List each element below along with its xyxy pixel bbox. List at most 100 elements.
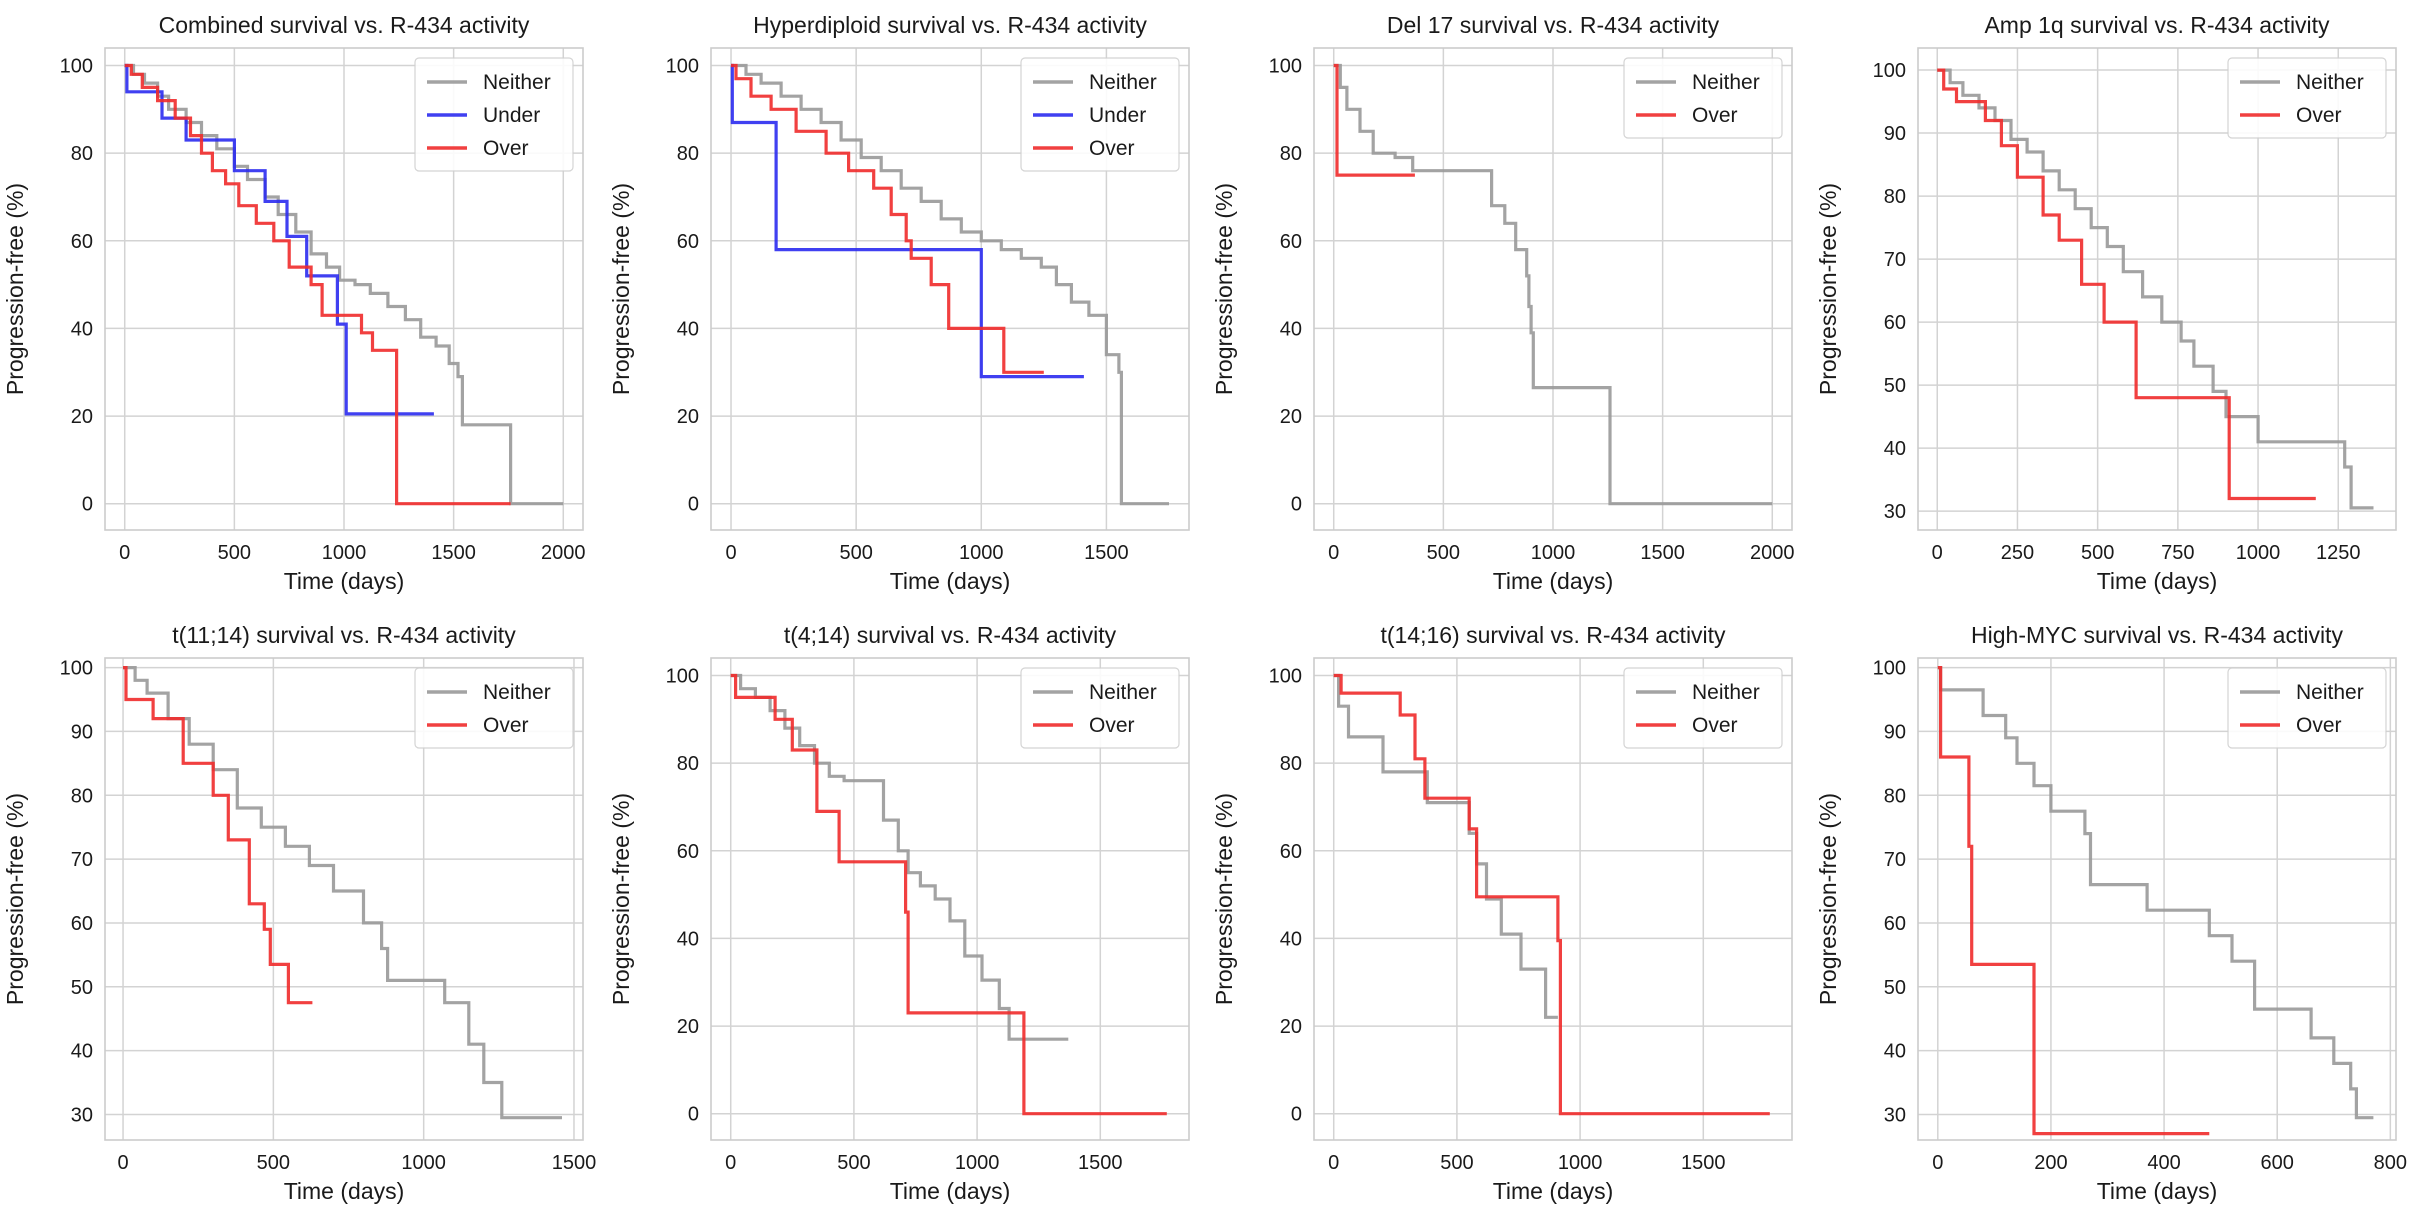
series-line-over [1937, 666, 2210, 1136]
x-tick-label: 1250 [2316, 542, 2361, 564]
y-tick-label: 70 [71, 849, 93, 871]
chart-title: t(11;14) survival vs. R-434 activity [172, 622, 516, 648]
y-tick-label: 100 [666, 666, 699, 688]
legend-label: Neither [1089, 681, 1157, 704]
series-line-over [730, 673, 1167, 1116]
y-axis-label: Progression-free (%) [1815, 183, 1841, 395]
x-tick-label: 2000 [1750, 542, 1795, 564]
y-tick-label: 100 [666, 56, 699, 78]
y-axis-label: Progression-free (%) [2, 183, 28, 395]
series-line-over [123, 666, 313, 1005]
plot-frame [710, 657, 1190, 1141]
y-tick-label: 90 [1884, 721, 1906, 743]
chart-title: t(4;14) survival vs. R-434 activity [784, 622, 1117, 648]
series-line-neither [1937, 68, 2374, 510]
y-tick-label: 80 [1884, 785, 1906, 807]
x-tick-label: 0 [1932, 542, 1943, 564]
y-tick-label: 80 [677, 143, 699, 165]
y-tick-label: 80 [71, 143, 93, 165]
chart-panel-6: 0 500 1000 1500 0 20 40 60 80 100 t(4;14) survival… [608, 622, 1190, 1204]
x-tick-label: 500 [257, 1152, 290, 1174]
legend-label: Under [1089, 104, 1146, 127]
x-tick-label: 1000 [955, 1152, 1000, 1174]
y-tick-label: 60 [1884, 312, 1906, 334]
series-line-under [730, 63, 1084, 379]
series-line-over [1333, 63, 1415, 177]
series-line-over [1333, 673, 1770, 1116]
y-tick-label: 90 [1884, 123, 1906, 145]
x-tick-label: 250 [2001, 542, 2034, 564]
x-tick-label: 1500 [1084, 542, 1129, 564]
y-tick-label: 0 [1291, 494, 1302, 516]
legend-box [2227, 667, 2387, 749]
y-tick-label: 50 [71, 977, 93, 999]
y-tick-label: 40 [71, 1041, 93, 1063]
x-axis-label: Time (days) [890, 1178, 1011, 1204]
x-tick-label: 1000 [2236, 542, 2281, 564]
y-tick-label: 60 [677, 231, 699, 253]
x-tick-label: 1000 [401, 1152, 446, 1174]
series-line-neither [1333, 673, 1558, 1019]
x-tick-label: 1500 [1681, 1152, 1726, 1174]
chart-panel-2: 0 500 1000 1500 0 20 40 60 80 100 Hyperdiploid sur… [608, 12, 1190, 594]
chart-title: Del 17 survival vs. R-434 activity [1387, 12, 1720, 38]
y-tick-label: 50 [1884, 375, 1906, 397]
x-tick-label: 0 [1932, 1152, 1943, 1174]
series-line-neither [1937, 666, 2374, 1120]
x-tick-label: 500 [837, 1152, 870, 1174]
legend: Neither Over [1623, 667, 1783, 749]
x-tick-label: 500 [218, 542, 251, 564]
y-tick-label: 20 [677, 406, 699, 428]
plot-frame [1313, 657, 1793, 1141]
legend: Neither Over [1623, 57, 1783, 139]
y-tick-label: 40 [1280, 928, 1302, 950]
x-tick-label: 1000 [322, 542, 367, 564]
series-line-neither [731, 63, 1169, 506]
y-tick-label: 40 [71, 318, 93, 340]
y-tick-label: 30 [71, 1104, 93, 1126]
y-tick-label: 100 [60, 56, 93, 78]
x-axis-label: Time (days) [890, 568, 1011, 594]
y-tick-label: 100 [1873, 60, 1906, 82]
x-tick-label: 400 [2147, 1152, 2180, 1174]
legend-box [1623, 667, 1783, 749]
plot-frame [710, 47, 1190, 531]
y-axis-label: Progression-free (%) [1815, 793, 1841, 1005]
plot-frame [104, 47, 584, 531]
y-tick-label: 70 [1884, 849, 1906, 871]
legend: Neither Under Over [1020, 57, 1180, 172]
legend: Neither Over [2227, 57, 2387, 139]
x-tick-label: 800 [2374, 1152, 2407, 1174]
x-axis-label: Time (days) [1493, 1178, 1614, 1204]
y-tick-label: 20 [1280, 406, 1302, 428]
legend-label: Over [1089, 714, 1135, 737]
y-tick-label: 40 [677, 318, 699, 340]
legend-label: Neither [483, 71, 551, 94]
x-tick-label: 600 [2261, 1152, 2294, 1174]
legend-label: Over [1692, 714, 1738, 737]
chart-title: Amp 1q survival vs. R-434 activity [1984, 12, 2330, 38]
legend-label: Neither [2296, 71, 2364, 94]
chart-title: Hyperdiploid survival vs. R-434 activity [753, 12, 1147, 38]
y-tick-label: 90 [71, 721, 93, 743]
series-line-over [124, 63, 511, 506]
legend-box [2227, 57, 2387, 139]
x-tick-label: 500 [1427, 542, 1460, 564]
chart-title: High-MYC survival vs. R-434 activity [1971, 622, 2343, 648]
y-tick-label: 60 [1884, 913, 1906, 935]
x-tick-label: 0 [725, 1152, 736, 1174]
x-tick-label: 500 [1440, 1152, 1473, 1174]
y-tick-label: 60 [677, 841, 699, 863]
x-tick-label: 750 [2161, 542, 2194, 564]
x-tick-label: 0 [119, 542, 130, 564]
y-tick-label: 40 [1884, 438, 1906, 460]
y-tick-label: 80 [1280, 753, 1302, 775]
chart-title: Combined survival vs. R-434 activity [159, 12, 530, 38]
legend-box [414, 667, 574, 749]
legend-box [414, 57, 574, 172]
y-tick-label: 20 [71, 406, 93, 428]
y-axis-label: Progression-free (%) [2, 793, 28, 1005]
legend-label: Over [1089, 137, 1135, 160]
y-tick-label: 100 [1269, 56, 1302, 78]
